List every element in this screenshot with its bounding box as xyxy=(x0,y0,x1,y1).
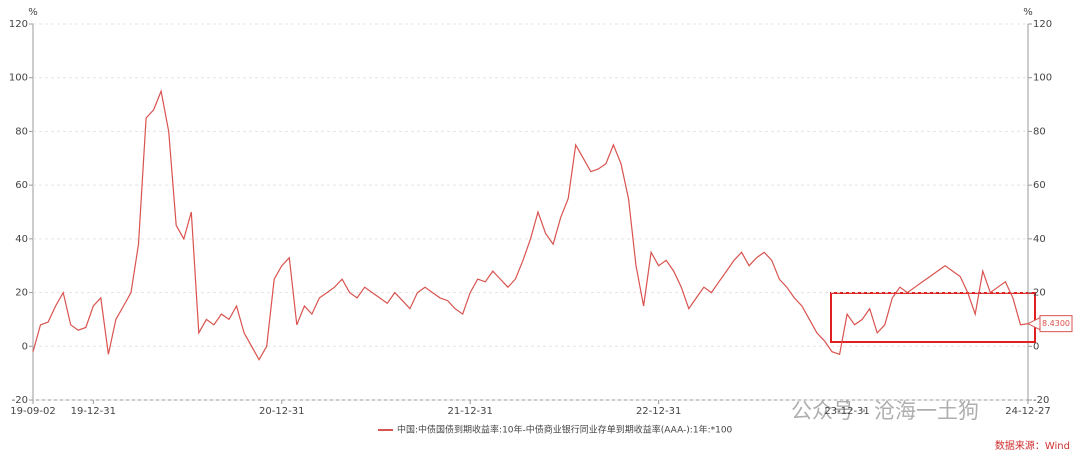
y2-tick-label: 100 xyxy=(1033,73,1052,84)
y-tick-label: 80 xyxy=(15,126,28,137)
x-tick-label: 19-12-31 xyxy=(71,406,116,417)
value-label-box xyxy=(1039,315,1073,333)
y-tick-label: 100 xyxy=(9,73,28,84)
y2-tick-label: 20 xyxy=(1033,288,1046,299)
x-tick-label: 24-12-27 xyxy=(1005,406,1050,417)
y2-tick-label: 0 xyxy=(1033,341,1039,352)
watermark: 公众号 · 沧海一土狗 xyxy=(791,399,979,423)
x-tick-label: 22-12-31 xyxy=(636,406,681,417)
y-unit: % xyxy=(28,7,38,18)
value-label: 8.4300 xyxy=(1042,319,1070,328)
y2-tick-label: 80 xyxy=(1033,126,1046,137)
x-tick-label: 20-12-31 xyxy=(259,406,304,417)
y-tick-label: 120 xyxy=(9,19,28,30)
y-tick-label: 40 xyxy=(15,234,28,245)
source: 数据来源：Wind xyxy=(995,439,1070,452)
x-tick-label: 23-12-31 xyxy=(824,406,869,417)
x-tick-label: 21-12-31 xyxy=(448,406,493,417)
highlight-box xyxy=(830,292,1036,343)
y2-tick-label: -20 xyxy=(1033,395,1049,406)
y-tick-label: 60 xyxy=(15,180,28,191)
y-tick-label: 0 xyxy=(22,341,28,352)
y2-tick-label: 120 xyxy=(1033,19,1052,30)
y-tick-label: 20 xyxy=(15,288,28,299)
y2-unit: % xyxy=(1023,7,1033,18)
x-tick-label: 19-09-02 xyxy=(10,406,55,417)
y2-tick-label: 40 xyxy=(1033,234,1046,245)
y2-tick-label: 60 xyxy=(1033,180,1046,191)
legend-label: 中国:中债国债到期收益率:10年-中债商业银行同业存单到期收益率(AAA-):1… xyxy=(397,424,733,436)
series-line xyxy=(32,88,1029,361)
y-tick-label: -20 xyxy=(12,395,28,406)
